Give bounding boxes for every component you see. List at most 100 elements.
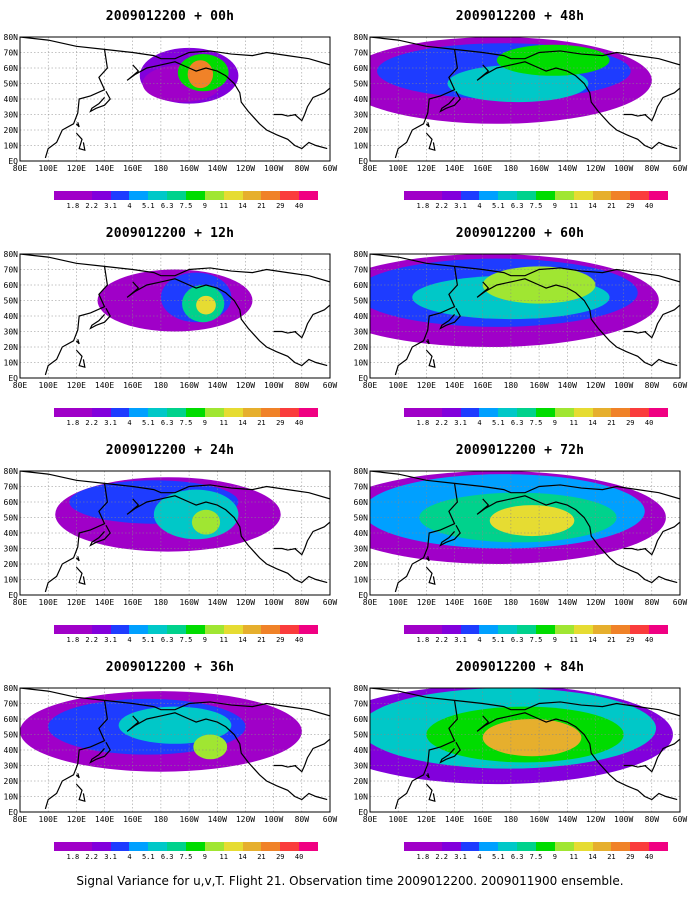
colorbar-swatch bbox=[223, 408, 244, 417]
colorbar-label: 4 bbox=[477, 636, 482, 644]
lon-tick-label: 80W bbox=[645, 815, 660, 824]
colorbar-label: 3.1 bbox=[104, 202, 117, 210]
lon-tick-label: 120W bbox=[586, 164, 605, 173]
lat-tick-label: 50N bbox=[354, 731, 369, 740]
colorbar-swatch bbox=[223, 842, 244, 851]
colorbar-swatch bbox=[611, 408, 631, 417]
colorbar-swatch bbox=[129, 408, 149, 417]
colorbar-swatch bbox=[498, 191, 518, 200]
colorbar-label: 5.1 bbox=[491, 419, 505, 427]
lon-tick-label: 120E bbox=[67, 164, 86, 173]
colorbar-swatch bbox=[554, 842, 575, 851]
colorbar-label: 29 bbox=[276, 853, 285, 861]
lat-tick-label: 30N bbox=[354, 328, 369, 337]
colorbar-swatch bbox=[54, 625, 74, 634]
lon-tick-label: 80W bbox=[645, 164, 660, 173]
lon-tick-label: 60W bbox=[323, 598, 338, 607]
variance-contour bbox=[187, 60, 214, 89]
map-panel: 2009012200 + 84h 80N 70N 60N 50N 40N 30N 20N 10N… bbox=[350, 656, 690, 861]
colorbar-label: 11 bbox=[219, 853, 228, 861]
lat-tick-label: 20N bbox=[354, 126, 369, 135]
lon-tick-label: 80W bbox=[645, 598, 660, 607]
colorbar-swatch bbox=[460, 408, 480, 417]
lon-tick-label: 160E bbox=[123, 815, 142, 824]
map-frame bbox=[19, 687, 331, 813]
lat-tick-label: 40N bbox=[4, 529, 19, 538]
lat-tick-label: 30N bbox=[354, 545, 369, 554]
colorbar-label: 1.8 bbox=[416, 853, 430, 861]
colorbar-swatch bbox=[422, 408, 443, 417]
panel-title: 2009012200 + 00h bbox=[105, 9, 235, 24]
colorbar-label: 3.1 bbox=[454, 636, 467, 644]
lon-tick-label: 100W bbox=[614, 381, 633, 390]
colorbar-swatch bbox=[242, 408, 262, 417]
colorbar-swatch bbox=[242, 191, 262, 200]
colorbar-label: 40 bbox=[644, 419, 654, 427]
colorbar-label: 3.1 bbox=[454, 202, 467, 210]
lat-tick-label: 70N bbox=[4, 49, 19, 58]
lat-tick-label: 70N bbox=[354, 49, 369, 58]
graticule bbox=[20, 37, 330, 161]
map-panel: 2009012200 + 00h 80N 70N 60N 50N 40N 30N 20N 10N… bbox=[0, 5, 340, 210]
colorbar-label: 2.2 bbox=[435, 202, 449, 210]
colorbar-label: 29 bbox=[626, 419, 635, 427]
colorbar: 1.8 2.2 3.1 4 5.1 6.3 7.5 9 11 14 21 29 40 bbox=[404, 191, 669, 215]
lon-tick-label: 140W bbox=[558, 815, 577, 824]
lon-tick-label: 160W bbox=[179, 164, 198, 173]
variance-shading bbox=[370, 37, 652, 124]
colorbar-label: 14 bbox=[238, 419, 247, 427]
colorbar-label: 14 bbox=[588, 202, 597, 210]
lon-tick-label: 100E bbox=[389, 164, 408, 173]
colorbar-swatch bbox=[110, 408, 130, 417]
colorbar-swatch bbox=[167, 625, 187, 634]
colorbar-swatch bbox=[649, 191, 669, 200]
colorbar-label: 14 bbox=[588, 419, 597, 427]
lat-tick-label: EQ bbox=[8, 157, 18, 166]
colorbar-swatch bbox=[54, 842, 74, 851]
lon-tick-label: 140E bbox=[95, 815, 114, 824]
lon-tick-label: 180 bbox=[504, 381, 519, 390]
colorbar-label: 4 bbox=[127, 202, 132, 210]
lat-tick-label: EQ bbox=[8, 591, 18, 600]
lat-tick-label: 80N bbox=[354, 684, 369, 693]
colorbar-swatch bbox=[261, 625, 281, 634]
lon-tick-label: 140E bbox=[445, 164, 464, 173]
colorbar-label: 5.1 bbox=[141, 419, 155, 427]
colorbar-swatch bbox=[54, 408, 74, 417]
lon-tick-label: 60W bbox=[673, 164, 688, 173]
lat-tick-label: 10N bbox=[4, 142, 19, 151]
lon-tick-label: 160E bbox=[123, 381, 142, 390]
lon-tick-label: 80W bbox=[295, 164, 310, 173]
graticule bbox=[370, 254, 680, 378]
colorbar-label: 6.3 bbox=[510, 853, 524, 861]
colorbar-swatch bbox=[186, 191, 206, 200]
lat-tick-label: 50N bbox=[354, 514, 369, 523]
lat-tick-label: 10N bbox=[354, 359, 369, 368]
colorbar-swatch bbox=[299, 625, 319, 634]
colorbar-swatch bbox=[91, 625, 112, 634]
lon-tick-label: 180 bbox=[154, 598, 169, 607]
colorbar-swatch bbox=[554, 408, 575, 417]
map-frame bbox=[369, 36, 681, 162]
lon-tick-label: 140E bbox=[445, 381, 464, 390]
lon-tick-label: 120W bbox=[586, 381, 605, 390]
lon-tick-label: 120W bbox=[236, 164, 255, 173]
map-frame bbox=[369, 253, 681, 379]
lat-tick-label: 40N bbox=[354, 529, 369, 538]
colorbar-label: 7.5 bbox=[529, 419, 543, 427]
colorbar-label: 4 bbox=[477, 419, 482, 427]
colorbar-swatch bbox=[404, 625, 424, 634]
lon-tick-label: 100W bbox=[264, 598, 283, 607]
lat-tick-label: 40N bbox=[354, 312, 369, 321]
colorbar-label: 6.3 bbox=[510, 202, 524, 210]
colorbar-swatch bbox=[592, 625, 612, 634]
lat-tick-label: 30N bbox=[354, 111, 369, 120]
lon-tick-label: 60W bbox=[323, 381, 338, 390]
lat-tick-label: 70N bbox=[354, 700, 369, 709]
lon-tick-label: 160E bbox=[473, 815, 492, 824]
colorbar-swatch bbox=[186, 842, 206, 851]
lon-tick-label: 80E bbox=[363, 598, 378, 607]
colorbar-label: 2.2 bbox=[435, 636, 449, 644]
lon-tick-label: 100E bbox=[39, 815, 58, 824]
coastlines bbox=[20, 37, 330, 159]
